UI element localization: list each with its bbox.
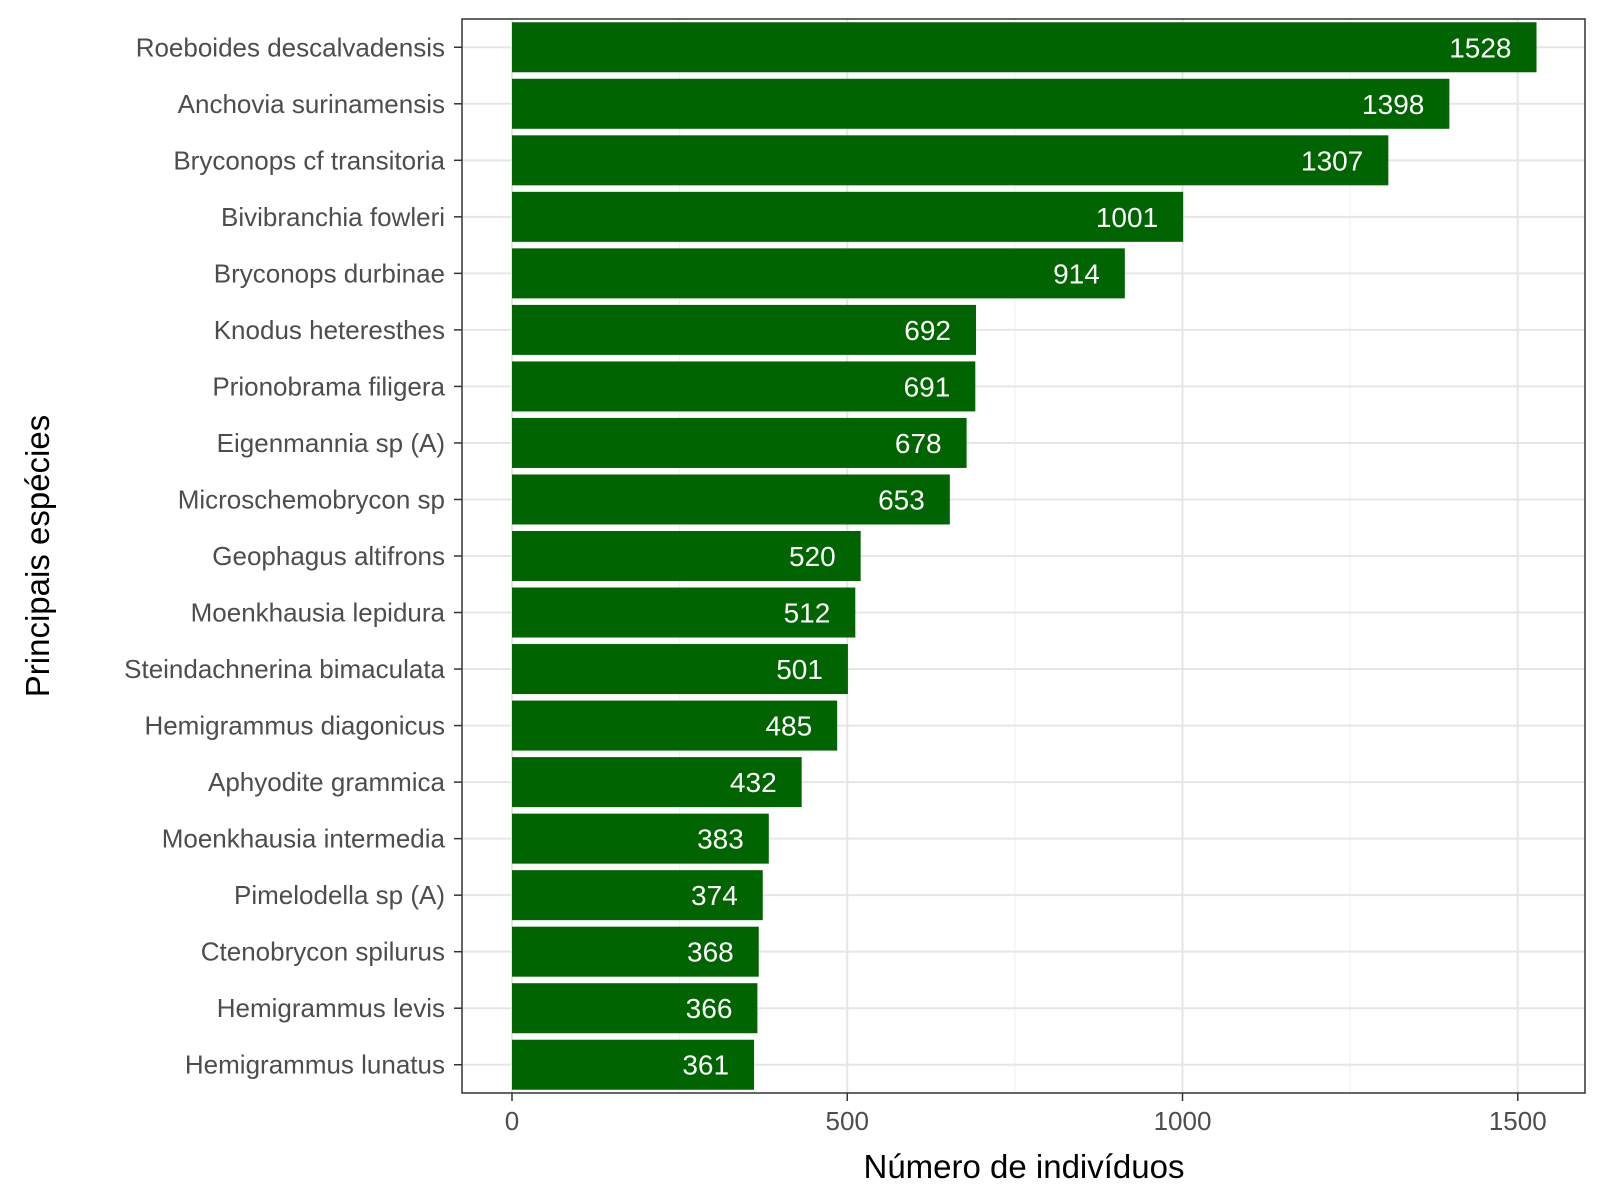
- y-tick-label: Bryconops durbinae: [214, 258, 445, 288]
- data-label: 691: [904, 371, 951, 402]
- bar: [512, 304, 976, 355]
- y-tick-label: Ctenobrycon spilurus: [201, 937, 445, 967]
- data-label: 383: [697, 824, 744, 855]
- bar: [512, 644, 848, 695]
- bar: [512, 983, 758, 1034]
- x-tick-label: 1500: [1489, 1106, 1547, 1136]
- y-tick-label: Pimelodella sp (A): [234, 880, 445, 910]
- bar: [512, 22, 1537, 73]
- y-tick-label: Prionobrama filigera: [212, 371, 445, 401]
- data-label: 512: [784, 598, 831, 629]
- y-tick-label: Hemigrammus levis: [217, 993, 445, 1023]
- x-tick-label: 1000: [1154, 1106, 1212, 1136]
- data-label: 374: [691, 880, 738, 911]
- bar: [512, 474, 950, 525]
- y-tick-label: Roeboides descalvadensis: [136, 32, 445, 62]
- x-axis-title: Número de indivíduos: [863, 1148, 1184, 1185]
- y-tick-label: Moenkhausia lepidura: [191, 598, 446, 628]
- data-label: 1528: [1449, 32, 1511, 63]
- data-label: 653: [878, 484, 925, 515]
- y-tick-label: Anchovia surinamensis: [178, 89, 445, 119]
- data-label: 914: [1053, 258, 1100, 289]
- y-tick-label: Steindachnerina bimaculata: [124, 654, 445, 684]
- bar: [512, 191, 1184, 242]
- data-label: 368: [687, 937, 734, 968]
- data-label: 1001: [1096, 202, 1158, 233]
- bar: [512, 926, 759, 977]
- y-tick-label: Microschemobrycon sp: [178, 484, 445, 514]
- bar: [512, 135, 1389, 186]
- bars-group: [512, 22, 1537, 1090]
- data-labels-group: 1528 1398 1307 1001 914 692 691 678 653 520 512 501…: [682, 32, 1511, 1080]
- data-label: 692: [904, 315, 951, 346]
- bar: [512, 531, 861, 581]
- y-tick-label: Geophagus altifrons: [212, 541, 445, 571]
- bar: [512, 813, 769, 864]
- x-axis: 0 500 1000 1500: [505, 1093, 1547, 1136]
- bar: [512, 78, 1450, 129]
- bar: [512, 587, 856, 638]
- bar: [512, 361, 976, 412]
- x-tick-label: 0: [505, 1106, 519, 1136]
- bar: [512, 248, 1125, 299]
- bar: [512, 417, 967, 468]
- data-label: 1398: [1362, 89, 1424, 120]
- y-axis: Roeboides descalvadensis Anchovia surinam…: [124, 32, 462, 1080]
- y-tick-label: Bivibranchia fowleri: [221, 202, 445, 232]
- y-tick-label: Hemigrammus diagonicus: [144, 711, 445, 741]
- data-label: 361: [682, 1050, 729, 1081]
- y-axis-title: Principais espécies: [19, 415, 56, 697]
- y-tick-label: Eigenmannia sp (A): [217, 428, 445, 458]
- x-tick-label: 500: [826, 1106, 869, 1136]
- y-tick-label: Aphyodite grammica: [208, 767, 446, 797]
- bar: [512, 757, 802, 808]
- bar: [512, 870, 763, 921]
- data-label: 678: [895, 428, 942, 459]
- y-tick-label: Moenkhausia intermedia: [162, 824, 446, 854]
- data-label: 432: [730, 767, 777, 798]
- bar: [512, 1039, 755, 1090]
- data-label: 366: [686, 993, 733, 1024]
- data-label: 501: [776, 654, 823, 685]
- y-tick-label: Hemigrammus lunatus: [185, 1050, 445, 1080]
- y-tick-label: Knodus heteresthes: [214, 315, 445, 345]
- data-label: 485: [765, 711, 812, 742]
- data-label: 1307: [1301, 145, 1363, 176]
- data-label: 520: [789, 541, 836, 572]
- bar: [512, 700, 838, 751]
- y-tick-label: Bryconops cf transitoria: [173, 145, 445, 175]
